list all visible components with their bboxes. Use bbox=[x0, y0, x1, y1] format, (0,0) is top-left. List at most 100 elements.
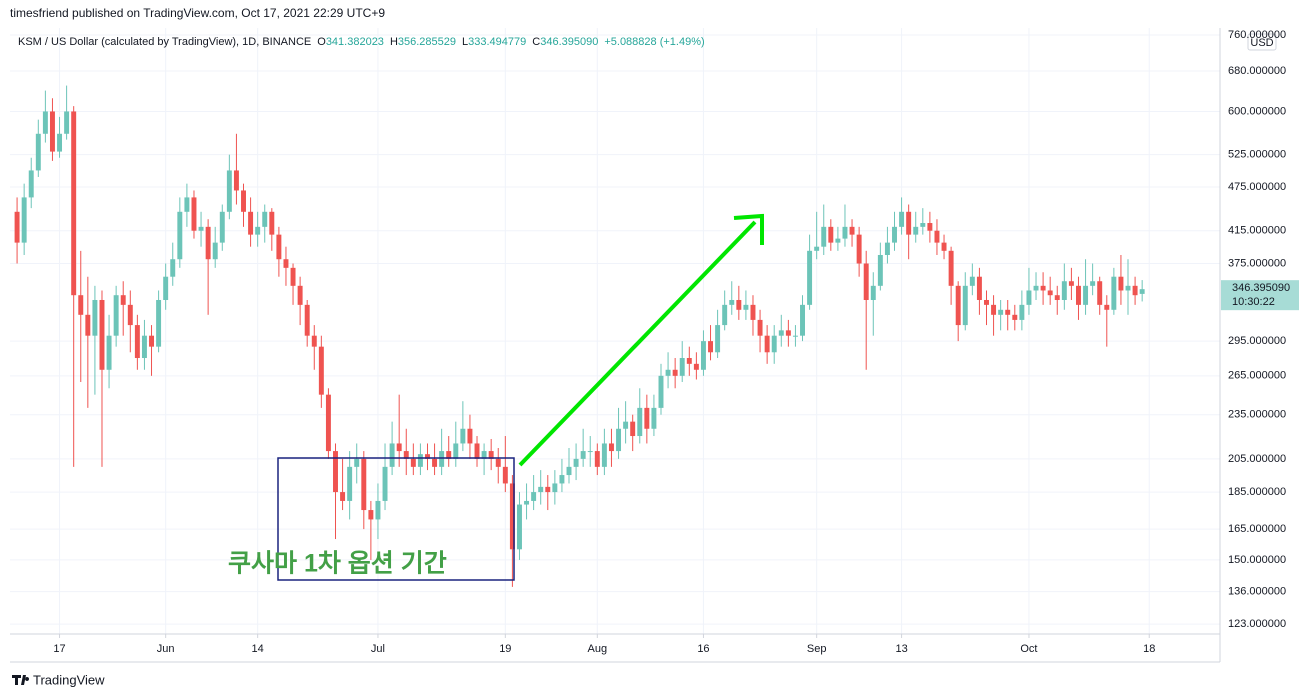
candle-body bbox=[559, 475, 565, 484]
y-tick-label: 375.000000 bbox=[1228, 257, 1286, 269]
candle-body bbox=[516, 504, 522, 550]
candle-body bbox=[42, 111, 48, 134]
candle-body bbox=[219, 211, 225, 243]
candle-body bbox=[35, 133, 41, 171]
y-tick-label: 235.000000 bbox=[1228, 409, 1286, 421]
candle-body bbox=[750, 304, 756, 320]
candle-body bbox=[715, 325, 721, 353]
trend-arrow-head bbox=[733, 213, 764, 245]
candle-body bbox=[524, 500, 530, 505]
candle-body bbox=[453, 443, 459, 459]
candle-body bbox=[708, 341, 714, 353]
legend-l: L bbox=[462, 36, 468, 48]
y-tick-label: 265.000000 bbox=[1228, 370, 1286, 382]
candle-body bbox=[764, 335, 770, 353]
candle-body bbox=[1118, 276, 1124, 291]
candle-body bbox=[325, 394, 331, 452]
candle-body bbox=[226, 170, 232, 212]
candle-body bbox=[899, 211, 905, 227]
candle-body bbox=[134, 325, 140, 359]
candle-body bbox=[120, 295, 126, 305]
candle-body bbox=[672, 369, 678, 376]
candle-body bbox=[1125, 285, 1131, 291]
candle-body bbox=[1111, 276, 1117, 310]
candle-body bbox=[736, 299, 742, 310]
x-tick-label: 17 bbox=[53, 643, 65, 655]
candle-body bbox=[849, 226, 855, 235]
candle-body bbox=[884, 242, 890, 255]
y-tick-label: 150.000000 bbox=[1228, 554, 1286, 566]
candle-body bbox=[757, 319, 763, 336]
candle-body bbox=[481, 451, 487, 459]
candle-body bbox=[71, 111, 77, 296]
candle-body bbox=[778, 330, 784, 336]
candle-body bbox=[686, 358, 692, 364]
legend-change: +5.088828 (+1.49%) bbox=[604, 36, 704, 48]
candle-body bbox=[892, 226, 897, 243]
candle-body bbox=[191, 197, 197, 231]
candle-body bbox=[927, 223, 933, 231]
legend-o: O bbox=[317, 36, 326, 48]
candle-body bbox=[955, 285, 961, 326]
x-tick-label: Jul bbox=[371, 643, 385, 655]
x-tick-label: 19 bbox=[499, 643, 511, 655]
candle-body bbox=[991, 304, 997, 315]
candle-body bbox=[509, 483, 515, 550]
candle-body bbox=[920, 223, 926, 227]
candle-body bbox=[1139, 289, 1145, 294]
candle-body bbox=[863, 263, 869, 300]
candle-body bbox=[608, 443, 614, 452]
candle-body bbox=[248, 211, 254, 235]
candle-body bbox=[99, 299, 105, 370]
candle-body bbox=[1104, 304, 1110, 310]
candle-body bbox=[771, 335, 777, 353]
candle-body bbox=[998, 309, 1004, 315]
candle-body bbox=[283, 259, 289, 268]
candle-body bbox=[340, 492, 346, 501]
candle-body bbox=[856, 234, 862, 264]
y-tick-label: 295.000000 bbox=[1228, 335, 1286, 347]
candle-body bbox=[1083, 285, 1089, 305]
candle-body bbox=[233, 170, 239, 191]
candle-body bbox=[354, 458, 360, 467]
candle-body bbox=[821, 226, 827, 247]
candle-body bbox=[177, 211, 183, 260]
candle-body bbox=[85, 314, 91, 336]
x-tick-label: Aug bbox=[588, 643, 608, 655]
candle-body bbox=[679, 358, 685, 376]
candle-body bbox=[792, 335, 798, 337]
candle-body bbox=[14, 211, 20, 243]
candle-body bbox=[333, 451, 338, 493]
candle-body bbox=[1047, 290, 1053, 296]
candle-body bbox=[290, 267, 296, 286]
candle-body bbox=[184, 197, 190, 212]
candle-body bbox=[651, 407, 657, 429]
candle-body bbox=[800, 304, 805, 336]
candle-body bbox=[785, 330, 791, 336]
candle-body bbox=[297, 285, 303, 305]
x-tick-label: Oct bbox=[1020, 643, 1037, 655]
candle-body bbox=[644, 407, 650, 429]
candle-body bbox=[1033, 285, 1039, 291]
x-tick-label: Sep bbox=[807, 643, 827, 655]
legend: KSM / US Dollar (calculated by TradingVi… bbox=[18, 36, 705, 48]
currency: USD bbox=[1250, 37, 1273, 49]
candle-body bbox=[262, 211, 268, 227]
currency-badge bbox=[1247, 33, 1277, 51]
y-tick-label: 165.000000 bbox=[1228, 523, 1286, 535]
candle-body bbox=[1054, 295, 1060, 300]
candle-body bbox=[212, 242, 218, 260]
brand: TradingView bbox=[33, 672, 105, 687]
y-tick-label: 123.000000 bbox=[1228, 618, 1286, 630]
candle-body bbox=[255, 226, 261, 235]
candle-body bbox=[311, 335, 317, 347]
plot-area bbox=[10, 28, 1220, 634]
candle-body bbox=[637, 407, 643, 437]
y-tick-label: 185.000000 bbox=[1228, 486, 1286, 498]
candle-body bbox=[1068, 281, 1074, 286]
candle-body bbox=[814, 246, 820, 251]
x-tick-label: 18 bbox=[1143, 643, 1155, 655]
candle-body bbox=[1019, 304, 1025, 320]
